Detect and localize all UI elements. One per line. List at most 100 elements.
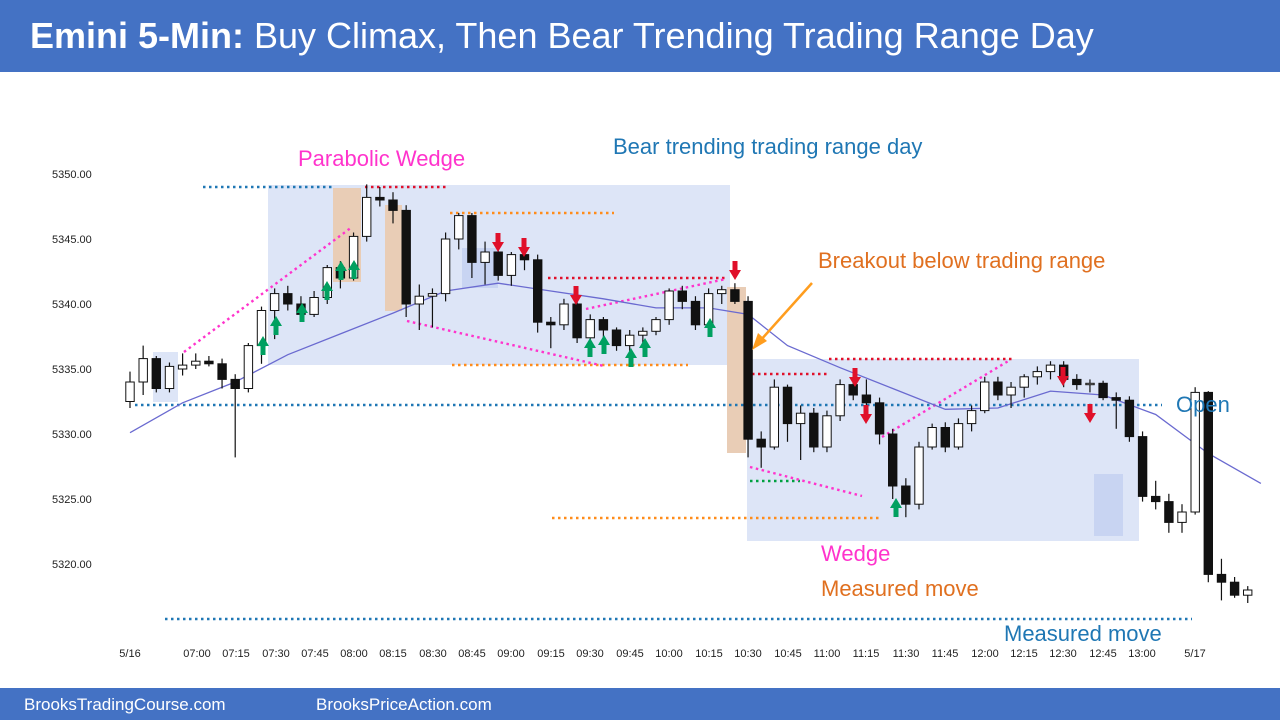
y-tick-label: 5350.00 [52,169,92,181]
x-tick-label: 10:15 [695,648,723,660]
candle [572,297,582,343]
title-rest: Buy Climax, Then Bear Trending Trading R… [254,15,1094,56]
x-tick-label: 11:15 [853,648,880,660]
bull-candle-body [1243,589,1253,596]
bull-candle-body [1032,371,1042,378]
wedge-line-1 [406,319,605,368]
x-tick-label: 07:30 [262,648,290,660]
bull-arrow [270,316,282,335]
x-tick-label: 5/17 [1184,648,1205,660]
x-tick-label: 08:45 [458,648,486,660]
bull-candle-body [1006,386,1016,396]
signal-arrows [257,233,1096,517]
x-tick-label: 11:45 [932,648,959,660]
bear-arrow [1084,404,1096,423]
candle [217,358,227,389]
bear-candle-body [572,303,582,339]
candle [230,374,240,458]
y-tick-label: 5345.00 [52,234,92,246]
x-tick-label: 09:45 [616,648,644,660]
candle [756,431,766,468]
wedge-line-3 [749,465,863,498]
bull-candle-body [638,330,648,336]
candle [1243,586,1253,603]
bull-candle-body [625,334,635,347]
bear-arrow [518,238,530,257]
x-tick-label: 11:30 [893,648,920,660]
candle [388,192,398,224]
candle [1085,379,1095,393]
bear-candle-body [388,199,398,211]
candle [256,306,267,364]
parabolic-wedge-line [183,226,353,353]
bear-candle-body [1124,399,1135,438]
bear-candle-body [217,363,227,380]
candle [480,241,490,285]
candle [664,288,674,325]
range-boxes [153,185,1139,541]
bear-arrow [492,233,504,252]
candle [1137,431,1148,502]
x-tick-label: 13:00 [1128,648,1156,660]
candle [980,376,990,414]
x-tick-label: 10:00 [655,648,683,660]
bull-candle-body [914,446,924,505]
bear-candle-body [690,300,701,326]
bear-candle-body [743,300,753,440]
bull-arrow [625,348,637,367]
bull-candle-body [664,290,674,321]
bull-candle-body [191,360,201,366]
x-tick-label: 11:00 [814,648,841,660]
bear-candle-body [677,290,687,302]
bear-arrow [849,368,861,387]
bull-candle-body [953,423,964,448]
footer-left-link[interactable]: BrooksTradingCourse.com [24,695,226,714]
bull-candle-body [795,412,806,425]
bull-candle-body [1190,391,1200,513]
bull-candle-body [1019,376,1029,388]
bear-candle-body [1203,391,1213,575]
bear-candle-body [730,289,740,302]
candle [1164,493,1174,533]
bull-arrow [296,303,308,322]
candle [585,314,595,343]
footer-right-link[interactable]: BrooksPriceAction.com [316,695,492,714]
x-axis-ticks: 5/16 07:00 07:15 07:30 07:45 08:00 08:15 08:30 0… [119,648,1205,660]
candle [467,213,477,278]
bull-candle-body [506,254,517,276]
bear-candle-body [1229,581,1240,596]
bull-candle-body [138,358,148,383]
bear-candle-body [1137,436,1148,497]
candle [1045,361,1056,380]
bear-candle-body [1151,495,1161,503]
climax-box-3 [727,287,746,453]
bear-candle-body [901,485,911,505]
x-tick-label: 09:00 [497,648,525,660]
bull-candle-body [440,238,451,295]
bear-candle-body [401,209,411,305]
candle [1032,366,1042,385]
bull-candle-body [414,295,425,305]
bull-candle-body [454,215,464,240]
bull-candle-body [164,365,175,389]
bear-candle-body [204,360,214,365]
page-title: Emini 5-Min: Buy Climax, Then Bear Trend… [30,12,1094,60]
x-tick-label: 07:15 [222,648,250,660]
candle [151,356,162,393]
footer-banner: BrooksTradingCourse.com BrooksPriceActio… [0,688,1280,720]
x-tick-label: 12:45 [1089,648,1117,660]
candle [901,478,911,518]
candle [730,283,740,304]
bull-arrow [348,260,360,279]
candle [1072,374,1082,390]
candle [611,327,622,351]
candle [835,379,845,421]
bear-candle-body [493,251,503,276]
pause-box-2 [1094,474,1123,536]
candle [546,317,556,349]
measured-move-label-1: Measured move [821,576,979,601]
y-axis-ticks: 5350.00 5345.00 5340.00 5335.00 5330.00 5325.… [52,169,92,571]
candle [138,345,148,395]
candle [414,284,425,330]
